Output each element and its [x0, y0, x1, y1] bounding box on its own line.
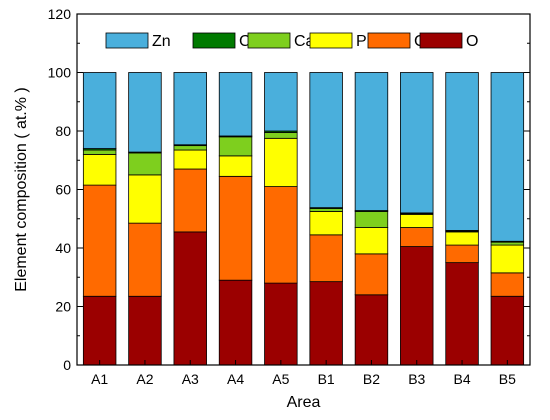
x-tick-label-A1: A1: [91, 371, 108, 387]
y-axis-label: Element composition ( at.% ): [13, 87, 30, 292]
y-tick-label: 0: [63, 357, 71, 373]
bar-B4-P: [445, 231, 479, 246]
bar-A2-Zn: [128, 72, 162, 153]
x-tick-label-A2: A2: [136, 371, 153, 387]
legend-swatch-C: [367, 32, 411, 49]
bar-A4-Zn: [218, 72, 253, 137]
x-tick-label-B2: B2: [363, 371, 380, 387]
bar-B3-C: [400, 227, 434, 247]
legend-swatch-Zn: [105, 32, 149, 49]
bar-B1-Ca: [309, 208, 343, 212]
x-tick-label-A4: A4: [227, 371, 244, 387]
bar-B5-C: [490, 272, 525, 297]
bar-A2-C: [128, 222, 162, 297]
bar-B5-O: [490, 295, 525, 366]
y-tick-label: 20: [55, 299, 71, 315]
legend: ZnCuCaPCO: [105, 32, 478, 50]
y-tick-label: 120: [48, 6, 72, 22]
bar-A5-Zn: [264, 72, 298, 132]
bar-A1-Ca: [82, 149, 117, 155]
bar-B4-Zn: [445, 72, 479, 231]
bar-A2-P: [128, 174, 162, 224]
legend-swatch-Cu: [192, 32, 236, 49]
bar-B2-P: [354, 227, 389, 255]
bar-B5-Ca: [490, 241, 525, 246]
x-tick-label-A3: A3: [182, 371, 199, 387]
bar-B3-P: [400, 213, 434, 228]
bar-B1-C: [309, 234, 343, 283]
bar-A2-Ca: [128, 152, 162, 176]
legend-swatch-P: [309, 32, 353, 49]
y-tick-label: 60: [55, 182, 71, 198]
bar-B2-Zn: [354, 72, 389, 211]
bar-group: [82, 72, 525, 366]
y-tick-label: 40: [55, 240, 71, 256]
bar-B5-P: [490, 244, 525, 274]
x-tick-label-B5: B5: [499, 371, 516, 387]
legend-label-P: P: [356, 33, 367, 50]
bar-A3-C: [173, 168, 207, 233]
bar-A2-O: [128, 295, 162, 366]
bar-A1-Zn: [82, 72, 117, 149]
x-tick-label-A5: A5: [272, 371, 289, 387]
bar-A4-O: [218, 279, 253, 366]
bar-B1-O: [309, 281, 343, 366]
bar-A3-Ca: [173, 145, 207, 151]
bar-A4-Ca: [218, 136, 253, 157]
bar-A5-Ca: [264, 132, 298, 139]
bar-A5-P: [264, 137, 298, 187]
bar-B3-O: [400, 246, 434, 366]
bar-B5-Zn: [490, 72, 525, 242]
bar-A1-O: [82, 295, 117, 366]
plot-frame: [76, 13, 531, 366]
bar-A3-O: [173, 231, 207, 366]
bar-B3-Zn: [400, 72, 434, 214]
bar-A4-P: [218, 155, 253, 177]
bar-B2-Ca: [354, 211, 389, 228]
legend-swatch-O: [419, 32, 463, 49]
legend-swatch-Ca: [247, 32, 291, 49]
y-tick-label: 100: [48, 65, 72, 81]
legend-label-O: O: [466, 33, 478, 50]
x-tick-label-B1: B1: [318, 371, 335, 387]
y-tick-label: 80: [55, 123, 71, 139]
bar-B2-O: [354, 294, 389, 366]
legend-label-Zn: Zn: [152, 33, 171, 50]
bar-B1-Zn: [309, 72, 343, 209]
x-tick-label-B4: B4: [453, 371, 470, 387]
x-axis-label: Area: [287, 394, 321, 411]
bar-A5-C: [264, 186, 298, 284]
bar-A5-O: [264, 282, 298, 366]
bar-B1-P: [309, 211, 343, 236]
x-axis: A1 A2 A3 A4 A5 B1 B2 B3 B4 B5: [91, 360, 516, 387]
bar-B4-C: [445, 244, 479, 264]
bar-A1-C: [82, 184, 117, 297]
bar-A4-C: [218, 175, 253, 281]
bar-B4-O: [445, 262, 479, 366]
bar-A3-P: [173, 149, 207, 170]
x-tick-label-B3: B3: [408, 371, 425, 387]
bar-A3-Zn: [173, 72, 207, 146]
legend-label-Ca: Ca: [294, 33, 315, 50]
y-axis: 0 20 40 60 80 100 120: [48, 6, 530, 373]
bar-B2-C: [354, 253, 389, 296]
bar-A1-P: [82, 153, 117, 186]
